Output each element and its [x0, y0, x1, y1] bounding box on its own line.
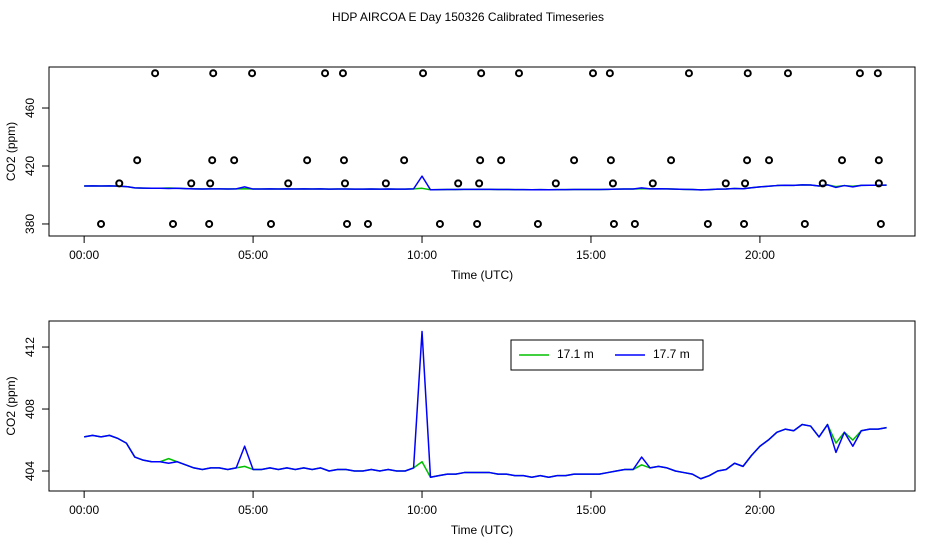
calibration-point [588, 69, 597, 78]
calibration-point [855, 69, 864, 78]
calibration-point [419, 69, 428, 78]
calibration-point [303, 156, 312, 165]
calibration-point [838, 156, 847, 165]
calibration-point [97, 219, 106, 228]
page-title: HDP AIRCOA E Day 150326 Calibrated Times… [332, 10, 604, 24]
legend-label: 17.7 m [653, 347, 690, 361]
legend-label: 17.1 m [557, 347, 594, 361]
calibration-point [477, 69, 486, 78]
series-line [84, 175, 887, 191]
calibration-point [648, 179, 657, 188]
x-tick-label: 20:00 [745, 248, 775, 262]
x-axis-label: Time (UTC) [451, 523, 513, 537]
x-tick-label: 05:00 [238, 503, 268, 517]
x-tick-label: 15:00 [576, 503, 606, 517]
y-tick-label: 460 [23, 98, 37, 118]
calibration-point [743, 156, 752, 165]
x-axis-label: Time (UTC) [451, 268, 513, 282]
calibration-point [800, 219, 809, 228]
calibration-point [115, 179, 124, 188]
calibration-point [743, 69, 752, 78]
x-tick-label: 00:00 [69, 503, 99, 517]
calibration-point [473, 219, 482, 228]
calibration-point [876, 219, 885, 228]
calibration-point [741, 179, 750, 188]
calibration-point [570, 156, 579, 165]
calibration-point [284, 179, 293, 188]
calibration-point [187, 179, 196, 188]
calibration-point [609, 219, 618, 228]
calibration-point [630, 219, 639, 228]
y-tick-label: 404 [23, 461, 37, 481]
calibration-point [475, 179, 484, 188]
calibration-point [740, 219, 749, 228]
x-tick-label: 10:00 [407, 248, 437, 262]
calibration-point [476, 156, 485, 165]
calibration-point [133, 156, 142, 165]
calibration-point [151, 69, 160, 78]
calibration-point [873, 69, 882, 78]
calibration-point [605, 69, 614, 78]
calibration-point [363, 219, 372, 228]
y-tick-label: 380 [23, 214, 37, 234]
calibration-point [339, 156, 348, 165]
calibration-point [818, 179, 827, 188]
x-tick-label: 00:00 [69, 248, 99, 262]
x-tick-label: 05:00 [238, 248, 268, 262]
calibration-point [169, 219, 178, 228]
calibration-point [338, 69, 347, 78]
calibration-point [721, 179, 730, 188]
x-tick-label: 20:00 [745, 503, 775, 517]
calibration-point [208, 156, 217, 165]
series-line [84, 423, 887, 480]
calibration-point [514, 69, 523, 78]
x-tick-label: 15:00 [576, 248, 606, 262]
calibration-point [343, 219, 352, 228]
calibration-point [703, 219, 712, 228]
y-tick-label: 412 [23, 337, 37, 357]
calibration-point [230, 156, 239, 165]
y-axis-label: CO2 (ppm) [4, 376, 18, 435]
x-tick-label: 10:00 [407, 503, 437, 517]
plot-frame [48, 66, 916, 237]
plot-frame [48, 320, 916, 492]
calibration-point [783, 69, 792, 78]
calibration-point [667, 156, 676, 165]
calibration-point [209, 69, 218, 78]
calibration-point [248, 69, 257, 78]
calibration-point [608, 179, 617, 188]
calibration-point [497, 156, 506, 165]
calibration-point [381, 179, 390, 188]
y-tick-label: 420 [23, 156, 37, 176]
calibration-point [454, 179, 463, 188]
calibration-point [321, 69, 330, 78]
y-tick-label: 408 [23, 399, 37, 419]
y-axis-label: CO2 (ppm) [4, 122, 18, 181]
series-line [84, 330, 887, 480]
calibration-point [435, 219, 444, 228]
calibration-point [206, 179, 215, 188]
calibration-point [765, 156, 774, 165]
calibration-point [340, 179, 349, 188]
calibration-point [874, 156, 883, 165]
calibration-point [400, 156, 409, 165]
calibration-point [205, 219, 214, 228]
calibration-point [684, 69, 693, 78]
calibration-point [606, 156, 615, 165]
calibration-point [266, 219, 275, 228]
calibration-point [551, 179, 560, 188]
calibration-point [874, 179, 883, 188]
calibration-point [533, 219, 542, 228]
